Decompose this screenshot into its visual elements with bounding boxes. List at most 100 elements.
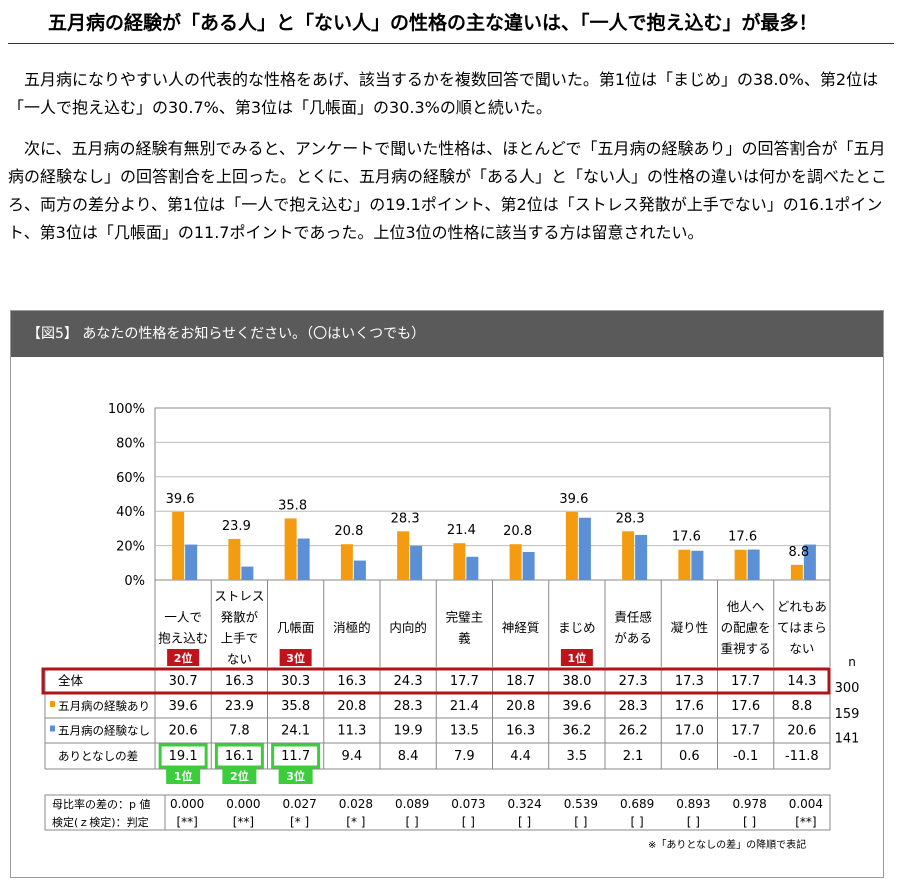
category-label: の配慮を <box>721 620 771 635</box>
table-row-label: ありとなしの差 <box>58 749 138 763</box>
y-tick-label: 0% <box>124 574 145 589</box>
rank-badge-overall <box>560 649 593 666</box>
p-value: 0.073 <box>451 797 485 811</box>
table-cell: -0.1 <box>733 749 758 764</box>
bar-experienced <box>790 564 803 580</box>
bar-value-label: 21.4 <box>447 523 476 538</box>
category-label: がある <box>614 631 652 646</box>
bar-value-label: 8.8 <box>789 545 810 560</box>
judgment: [* ] <box>290 815 309 829</box>
rank-badge-overall-text: 3位 <box>286 651 305 665</box>
p-value: 0.000 <box>226 797 260 811</box>
category-label: 責任感 <box>614 610 652 625</box>
total-row-highlight <box>41 667 831 695</box>
table-cell: 18.7 <box>506 674 535 689</box>
judgment: [**] <box>176 815 197 829</box>
category-label: 几帳面 <box>277 620 315 635</box>
category-label: 抱え込む <box>158 631 208 646</box>
table-cell: 30.7 <box>169 674 198 689</box>
category-label: 内向的 <box>389 620 427 635</box>
judgment: [ ] <box>574 815 587 829</box>
table-cell: 28.3 <box>394 699 423 714</box>
table-cell: 17.6 <box>675 699 704 714</box>
bar-experienced <box>284 518 297 580</box>
rank-badge-overall-text: 1位 <box>568 651 587 665</box>
p-value: 0.539 <box>564 797 598 811</box>
page-heading: 五月病の経験が「ある人」と「ない人」の性格の主な違いは、「一人で抱え込む」が最多… <box>8 6 894 44</box>
table-cell: 11.3 <box>337 724 366 739</box>
category-label: ない <box>789 641 814 656</box>
page-heading-text: 五月病の経験が「ある人」と「ない人」の性格の主な違いは、「一人で抱え込む」が最多… <box>48 12 818 34</box>
table-cell: 8.4 <box>398 749 419 764</box>
table-cell: 9.4 <box>342 749 363 764</box>
legend-marker <box>50 725 55 732</box>
category-label: 重視する <box>721 641 771 656</box>
rank-badge-diff <box>166 768 201 784</box>
table-n-value: 159 <box>835 707 860 722</box>
table-cell: 16.3 <box>225 674 254 689</box>
category-label: 発散が <box>221 610 259 625</box>
figure-caption: 【図5】 あなたの性格をお知らせください。（〇はいくつでも） <box>27 326 426 342</box>
table-cell: 17.7 <box>731 724 760 739</box>
table-cell: 20.6 <box>787 724 816 739</box>
table-row-label: 五月病の経験なし <box>58 724 150 738</box>
judgment: [**] <box>795 815 816 829</box>
bar-experienced <box>509 544 522 580</box>
table-cell: 17.3 <box>675 674 704 689</box>
paragraph-1-text: 五月病になりやすい人の代表的な性格をあげ、該当するかを複数回答で聞いた。第1位は… <box>8 70 879 117</box>
judgment: [**] <box>233 815 254 829</box>
p-value: 0.028 <box>339 797 373 811</box>
category-label: ない <box>227 652 252 667</box>
table-cell: 36.2 <box>562 724 591 739</box>
table-cell: 20.8 <box>337 699 366 714</box>
bar-experienced <box>565 511 578 580</box>
table-cell: 38.0 <box>562 674 591 689</box>
bar-not-experienced <box>635 534 648 580</box>
p-value: 0.689 <box>620 797 654 811</box>
figure-5: 【図5】 あなたの性格をお知らせください。（〇はいくつでも） <box>10 310 884 878</box>
rank-badge-diff <box>278 768 313 784</box>
bar-value-label: 28.3 <box>391 511 420 526</box>
bar-not-experienced <box>578 517 591 580</box>
table-cell: 17.7 <box>450 674 479 689</box>
category-label: 義 <box>458 631 471 646</box>
table-cell: 13.5 <box>450 724 479 739</box>
table-row-label: 五月病の経験あり <box>58 699 150 713</box>
p-value: 0.004 <box>789 797 823 811</box>
bar-not-experienced <box>691 550 704 580</box>
p-value: 0.893 <box>676 797 710 811</box>
table-cell: 35.8 <box>281 699 310 714</box>
bar-value-label: 39.6 <box>166 492 195 507</box>
bar-not-experienced <box>466 556 479 580</box>
bar-value-label: 23.9 <box>222 519 251 534</box>
table-cell: 28.3 <box>619 699 648 714</box>
category-label: ストレス <box>214 589 264 604</box>
bar-not-experienced <box>353 560 366 580</box>
p-value: 0.978 <box>732 797 766 811</box>
table-cell: 24.1 <box>281 724 310 739</box>
category-label: 神経質 <box>502 620 540 635</box>
y-tick-label: 60% <box>116 471 145 486</box>
paragraph-1: 五月病になりやすい人の代表的な性格をあげ、該当するかを複数回答で聞いた。第1位は… <box>8 66 896 122</box>
table-cell: 20.8 <box>506 699 535 714</box>
category-label: 完璧主 <box>446 610 484 625</box>
bar-experienced <box>453 543 466 580</box>
bar-experienced <box>340 544 353 580</box>
bar-experienced <box>228 538 241 580</box>
y-tick-label: 20% <box>116 540 145 555</box>
rank-badge-overall <box>279 649 312 666</box>
table-cell: 16.1 <box>225 749 254 764</box>
rank-badge-overall <box>167 649 200 666</box>
paragraph-2-text: 次に、五月病の経験有無別でみると、アンケートで聞いた性格は、ほとんどで「五月病の… <box>8 139 888 242</box>
judgment: [* ] <box>346 815 365 829</box>
table-cell: 3.5 <box>567 749 588 764</box>
bar-not-experienced <box>185 544 198 580</box>
judgment: [ ] <box>518 815 531 829</box>
table-cell: 16.3 <box>337 674 366 689</box>
bar-experienced <box>397 531 410 580</box>
diff-highlight-box <box>158 743 208 769</box>
table-cell: 17.7 <box>731 674 760 689</box>
diff-highlight-box <box>271 743 321 769</box>
table-cell: 19.1 <box>169 749 198 764</box>
rank-badge-overall-text: 2位 <box>174 651 193 665</box>
